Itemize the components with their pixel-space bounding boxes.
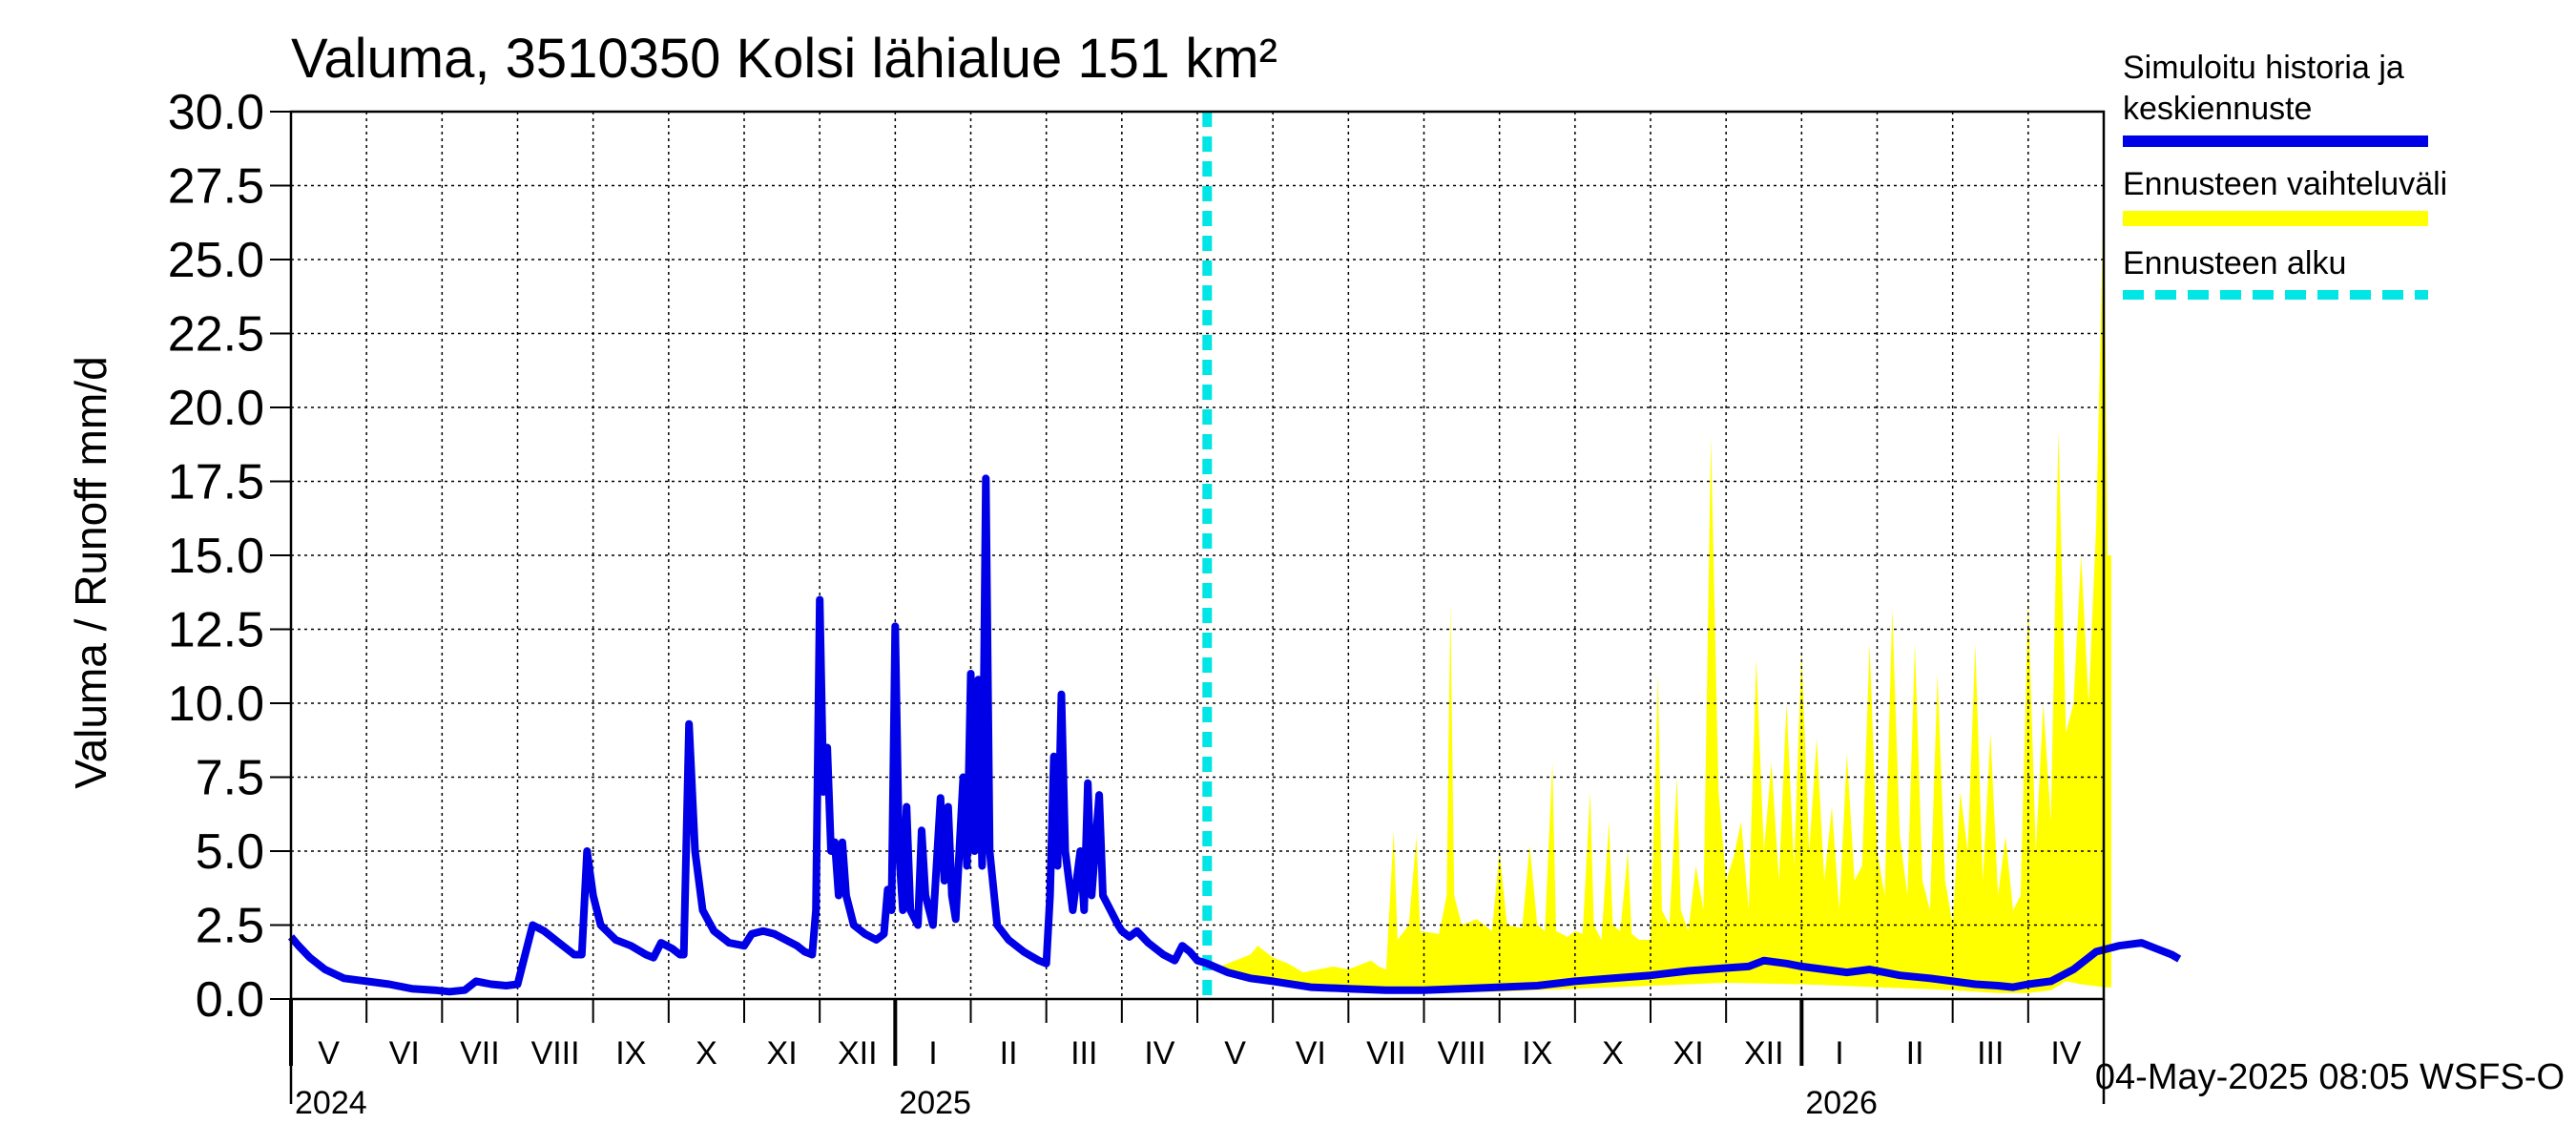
legend: Simuloitu historia ja keskiennuste Ennus…: [2123, 48, 2485, 317]
month-label: VIII: [1438, 1035, 1486, 1072]
legend-item-range: Ennusteen vaihteluväli: [2123, 164, 2485, 226]
month-label: I: [928, 1035, 937, 1072]
y-tick-label: 17.5: [168, 455, 264, 510]
month-label: IV: [1144, 1035, 1174, 1072]
y-tick-label: 15.0: [168, 529, 264, 584]
legend-label-history: Simuloitu historia ja keskiennuste: [2123, 50, 2404, 127]
month-label: IX: [1522, 1035, 1552, 1072]
legend-swatch-range: [2123, 211, 2428, 226]
month-label: X: [1602, 1035, 1624, 1072]
legend-swatch-history: [2123, 135, 2428, 147]
month-label: XI: [1673, 1035, 1704, 1072]
y-tick-label: 25.0: [168, 233, 264, 288]
y-tick-label: 10.0: [168, 677, 264, 732]
month-label: X: [696, 1035, 717, 1072]
month-label: IX: [615, 1035, 646, 1072]
y-tick-label: 0.0: [196, 972, 264, 1028]
forecast-range-area: [1207, 191, 2111, 993]
month-label: VII: [1366, 1035, 1406, 1072]
y-axis-label: Valuma / Runoff mm/d: [66, 356, 115, 789]
month-label: XII: [838, 1035, 878, 1072]
y-tick-label: 30.0: [168, 85, 264, 140]
chart-title: Valuma, 3510350 Kolsi lähialue 151 km²: [291, 28, 1278, 90]
legend-item-history: Simuloitu historia ja keskiennuste: [2123, 48, 2485, 147]
y-tick-label: 20.0: [168, 381, 264, 436]
month-label: III: [1977, 1035, 2004, 1072]
month-label: II: [1000, 1035, 1018, 1072]
y-tick-label: 22.5: [168, 307, 264, 363]
month-label: XII: [1744, 1035, 1784, 1072]
month-label: IV: [2050, 1035, 2081, 1072]
month-label: VI: [1296, 1035, 1326, 1072]
year-label: 2026: [1805, 1085, 1878, 1121]
month-label: XI: [767, 1035, 798, 1072]
history-mean-line: [287, 474, 2182, 996]
legend-swatch-forecast-start: [2123, 290, 2428, 300]
year-label: 2025: [899, 1085, 971, 1121]
y-tick-label: 2.5: [196, 899, 264, 954]
month-label: III: [1070, 1035, 1097, 1072]
legend-label-range: Ennusteen vaihteluväli: [2123, 166, 2448, 202]
y-tick-label: 27.5: [168, 159, 264, 215]
y-tick-label: 7.5: [196, 751, 264, 806]
month-label: I: [1835, 1035, 1843, 1072]
y-tick-label: 5.0: [196, 824, 264, 880]
month-label: II: [1906, 1035, 1924, 1072]
month-label: VI: [389, 1035, 420, 1072]
plot-frame: [289, 110, 2106, 1001]
legend-label-forecast-start: Ennusteen alku: [2123, 245, 2347, 281]
month-label: VIII: [531, 1035, 580, 1072]
y-tick-label: 12.5: [168, 603, 264, 658]
month-label: V: [318, 1035, 340, 1072]
year-label: 2024: [295, 1085, 367, 1121]
legend-item-forecast-start: Ennusteen alku: [2123, 243, 2485, 300]
timestamp-footer: 04-May-2025 08:05 WSFS-O: [2094, 1057, 2565, 1097]
month-label: V: [1224, 1035, 1246, 1072]
month-label: VII: [460, 1035, 500, 1072]
